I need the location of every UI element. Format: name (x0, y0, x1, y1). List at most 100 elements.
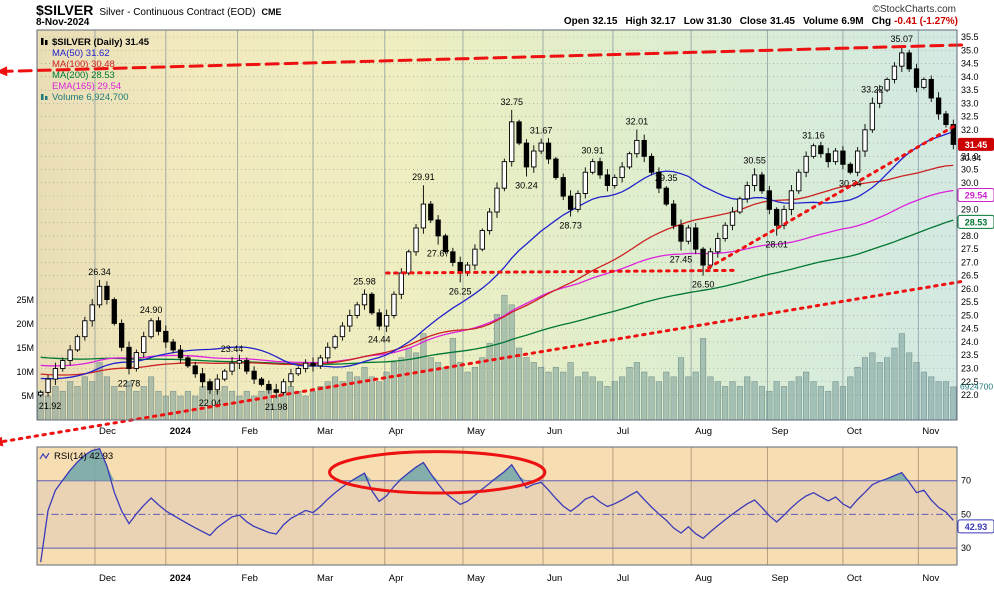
svg-text:28.01: 28.01 (765, 240, 788, 250)
svg-text:29.54: 29.54 (965, 191, 988, 201)
svg-text:27.5: 27.5 (961, 244, 979, 254)
svg-text:22.04: 22.04 (199, 398, 222, 408)
svg-text:23.0: 23.0 (961, 364, 979, 374)
quote-value: 32.15 (592, 16, 618, 27)
svg-text:Apr: Apr (389, 426, 404, 437)
svg-text:29.35: 29.35 (655, 173, 678, 183)
svg-text:Feb: Feb (242, 426, 258, 437)
svg-text:25.98: 25.98 (353, 276, 376, 286)
trendline-annotations (0, 43, 964, 447)
svg-text:30.0: 30.0 (961, 178, 979, 188)
svg-text:23.44: 23.44 (221, 344, 244, 354)
rsi-plot-background (37, 447, 957, 565)
svg-text:MA(100) 30.48: MA(100) 30.48 (52, 59, 115, 70)
svg-text:Dec: Dec (99, 426, 116, 437)
symbol: $SILVER (36, 2, 94, 18)
svg-text:28.0: 28.0 (961, 231, 979, 241)
svg-text:21.98: 21.98 (265, 402, 288, 412)
svg-text:Apr: Apr (389, 573, 404, 584)
svg-text:2024: 2024 (170, 573, 192, 584)
right-price-badges: 31.45 30.94 29.54 28.53 6924700 (957, 137, 994, 392)
svg-text:30: 30 (961, 543, 971, 553)
candlesticks (38, 47, 956, 399)
svg-text:26.34: 26.34 (88, 267, 111, 277)
svg-text:May: May (467, 426, 485, 437)
svg-text:27.67: 27.67 (427, 249, 450, 259)
ma100-line (40, 164, 954, 376)
svg-text:$SILVER (Daily) 31.45: $SILVER (Daily) 31.45 (52, 37, 150, 48)
volume-axis-labels: 25M 20M 15M 10M 5M (16, 295, 34, 401)
svg-text:33.22: 33.22 (861, 84, 884, 94)
ema165-line (40, 189, 954, 367)
svg-text:Aug: Aug (695, 426, 712, 437)
quote-label: Low (683, 16, 704, 27)
svg-text:30.55: 30.55 (743, 155, 766, 165)
svg-text:33.5: 33.5 (961, 85, 979, 95)
svg-text:33.0: 33.0 (961, 98, 979, 108)
svg-text:Mar: Mar (317, 426, 333, 437)
quote-label: Chg (871, 16, 892, 27)
svg-text:29.91: 29.91 (412, 172, 435, 182)
svg-text:30.24: 30.24 (515, 180, 538, 190)
svg-text:22.0: 22.0 (961, 390, 979, 400)
svg-text:30.94: 30.94 (960, 153, 982, 163)
svg-text:Volume 6,924,700: Volume 6,924,700 (52, 92, 129, 103)
rsi-annotation-ellipse (328, 450, 547, 495)
exchange: CME (261, 7, 282, 17)
svg-text:26.0: 26.0 (961, 284, 979, 294)
svg-text:Nov: Nov (922, 573, 939, 584)
svg-text:70: 70 (961, 476, 971, 486)
svg-text:Oct: Oct (847, 426, 862, 437)
svg-text:24.44: 24.44 (368, 334, 391, 344)
quote-value: 6.9M (841, 16, 864, 27)
svg-text:26.50: 26.50 (692, 280, 715, 290)
svg-text:27.45: 27.45 (670, 254, 693, 264)
quote-summary: Open 32.15 High 32.17 Low 31.30 Close 31.45 Volu… (556, 16, 958, 27)
svg-text:2024: 2024 (170, 426, 192, 437)
svg-text:30.34: 30.34 (839, 178, 862, 188)
chart-date: 8-Nov-2024 (36, 17, 90, 28)
svg-text:31.67: 31.67 (530, 126, 553, 136)
svg-text:24.5: 24.5 (961, 324, 979, 334)
svg-text:31.16: 31.16 (802, 131, 825, 141)
svg-text:34.0: 34.0 (961, 72, 979, 82)
quote-value: 32.17 (650, 16, 676, 27)
svg-text:Jul: Jul (617, 426, 629, 437)
rsi-value-badge (957, 519, 994, 534)
svg-text:15M: 15M (16, 343, 34, 353)
quote-value: -0.41 (-1.27%) (894, 16, 958, 27)
svg-text:35.5: 35.5 (961, 32, 979, 42)
volume-icon (41, 94, 48, 100)
svg-text:EMA(165) 29.54: EMA(165) 29.54 (52, 81, 121, 92)
svg-text:21.92: 21.92 (39, 401, 62, 411)
ma50-line (40, 131, 954, 380)
rsi-line (40, 447, 954, 563)
svg-text:May: May (467, 573, 485, 584)
quote-label: Close (739, 16, 767, 27)
svg-text:28.73: 28.73 (559, 221, 582, 231)
quote-value: 31.30 (706, 16, 732, 27)
svg-text:MA(200) 28.53: MA(200) 28.53 (52, 70, 115, 81)
svg-text:Mar: Mar (317, 573, 333, 584)
quote-label: High (625, 16, 648, 27)
svg-text:20M: 20M (16, 319, 34, 329)
main-plot-border (36, 29, 958, 421)
svg-text:Sep: Sep (771, 573, 788, 584)
svg-text:Dec: Dec (99, 573, 116, 584)
rsi-icon (39, 452, 50, 460)
svg-text:Jun: Jun (547, 573, 562, 584)
quote-label: Volume (803, 16, 839, 27)
svg-text:32.5: 32.5 (961, 112, 979, 122)
svg-text:35.07: 35.07 (891, 34, 914, 44)
svg-text:50: 50 (961, 509, 971, 519)
chart-header: $SILVER Silver - Continuous Contract (EO… (36, 2, 281, 18)
svg-text:MA(50) 31.62: MA(50) 31.62 (52, 48, 110, 59)
svg-text:31.0: 31.0 (961, 151, 979, 161)
svg-text:Oct: Oct (847, 573, 862, 584)
svg-text:23.5: 23.5 (961, 350, 979, 360)
svg-text:Jun: Jun (547, 426, 562, 437)
quote-value: 31.45 (769, 16, 795, 27)
svg-text:30.5: 30.5 (961, 165, 979, 175)
